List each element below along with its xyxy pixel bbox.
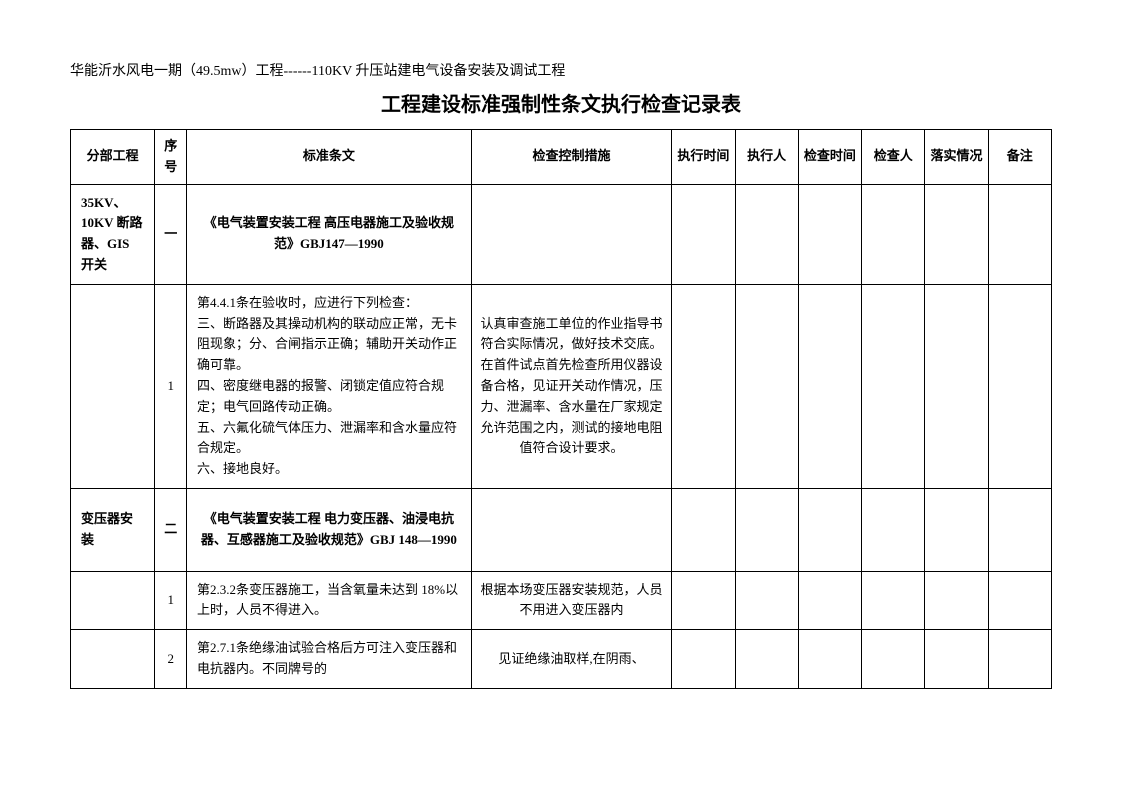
- table-row: 2第2.7.1条绝缘油试验合格后方可注入变压器和电抗器内。不同牌号的见证绝缘油取…: [71, 630, 1052, 689]
- cell-exectime: [672, 184, 735, 284]
- cell-status: [925, 571, 988, 630]
- cell-executor: [735, 630, 798, 689]
- col-header-exectime: 执行时间: [672, 130, 735, 185]
- cell-checktime: [798, 284, 861, 488]
- cell-exectime: [672, 630, 735, 689]
- col-header-executor: 执行人: [735, 130, 798, 185]
- cell-subproject: 35KV、10KV 断路器、GIS 开关: [71, 184, 155, 284]
- cell-checker: [862, 184, 925, 284]
- cell-status: [925, 184, 988, 284]
- col-header-status: 落实情况: [925, 130, 988, 185]
- cell-seq: 1: [155, 571, 187, 630]
- cell-seq: 一: [155, 184, 187, 284]
- cell-executor: [735, 284, 798, 488]
- cell-standard: 第4.4.1条在验收时，应进行下列检查： 三、断路器及其操动机构的联动应正常，无…: [187, 284, 472, 488]
- cell-checker: [862, 488, 925, 571]
- cell-remark: [988, 571, 1051, 630]
- col-header-checker: 检查人: [862, 130, 925, 185]
- col-header-checktime: 检查时间: [798, 130, 861, 185]
- cell-remark: [988, 488, 1051, 571]
- cell-control: 根据本场变压器安装规范，人员不用进入变压器内: [471, 571, 671, 630]
- cell-checker: [862, 630, 925, 689]
- cell-exectime: [672, 571, 735, 630]
- col-header-subproject: 分部工程: [71, 130, 155, 185]
- cell-standard: 《电气装置安装工程 电力变压器、油浸电抗器、互感器施工及验收规范》GBJ 148…: [187, 488, 472, 571]
- cell-subproject: 变压器安装: [71, 488, 155, 571]
- document-title: 工程建设标准强制性条文执行检查记录表: [70, 88, 1052, 117]
- cell-control: 见证绝缘油取样,在阴雨、: [471, 630, 671, 689]
- table-row: 变压器安装二《电气装置安装工程 电力变压器、油浸电抗器、互感器施工及验收规范》G…: [71, 488, 1052, 571]
- col-header-remark: 备注: [988, 130, 1051, 185]
- cell-standard: 第2.7.1条绝缘油试验合格后方可注入变压器和电抗器内。不同牌号的: [187, 630, 472, 689]
- cell-seq: 1: [155, 284, 187, 488]
- col-header-control: 检查控制措施: [471, 130, 671, 185]
- col-header-seq: 序号: [155, 130, 187, 185]
- cell-status: [925, 488, 988, 571]
- cell-remark: [988, 284, 1051, 488]
- col-header-standard: 标准条文: [187, 130, 472, 185]
- cell-status: [925, 284, 988, 488]
- table-header-row: 分部工程 序号 标准条文 检查控制措施 执行时间 执行人 检查时间 检查人 落实…: [71, 130, 1052, 185]
- cell-checktime: [798, 488, 861, 571]
- cell-checker: [862, 571, 925, 630]
- cell-executor: [735, 488, 798, 571]
- table-row: 35KV、10KV 断路器、GIS 开关一《电气装置安装工程 高压电器施工及验收…: [71, 184, 1052, 284]
- cell-seq: 二: [155, 488, 187, 571]
- cell-checker: [862, 284, 925, 488]
- cell-control: [471, 488, 671, 571]
- cell-standard: 第2.3.2条变压器施工，当含氧量未达到 18%以上时，人员不得进入。: [187, 571, 472, 630]
- cell-executor: [735, 571, 798, 630]
- cell-checktime: [798, 571, 861, 630]
- cell-status: [925, 630, 988, 689]
- cell-standard: 《电气装置安装工程 高压电器施工及验收规范》GBJ147—1990: [187, 184, 472, 284]
- cell-remark: [988, 184, 1051, 284]
- table-row: 1第4.4.1条在验收时，应进行下列检查： 三、断路器及其操动机构的联动应正常，…: [71, 284, 1052, 488]
- cell-control: 认真审查施工单位的作业指导书符合实际情况，做好技术交底。在首件试点首先检查所用仪…: [471, 284, 671, 488]
- cell-control: [471, 184, 671, 284]
- cell-subproject: [71, 284, 155, 488]
- cell-checktime: [798, 184, 861, 284]
- cell-seq: 2: [155, 630, 187, 689]
- cell-subproject: [71, 630, 155, 689]
- table-row: 1第2.3.2条变压器施工，当含氧量未达到 18%以上时，人员不得进入。根据本场…: [71, 571, 1052, 630]
- cell-remark: [988, 630, 1051, 689]
- cell-executor: [735, 184, 798, 284]
- cell-checktime: [798, 630, 861, 689]
- inspection-table: 分部工程 序号 标准条文 检查控制措施 执行时间 执行人 检查时间 检查人 落实…: [70, 129, 1052, 689]
- cell-exectime: [672, 284, 735, 488]
- cell-subproject: [71, 571, 155, 630]
- cell-exectime: [672, 488, 735, 571]
- document-header: 华能沂水风电一期（49.5mw）工程------110KV 升压站建电气设备安装…: [70, 60, 1052, 80]
